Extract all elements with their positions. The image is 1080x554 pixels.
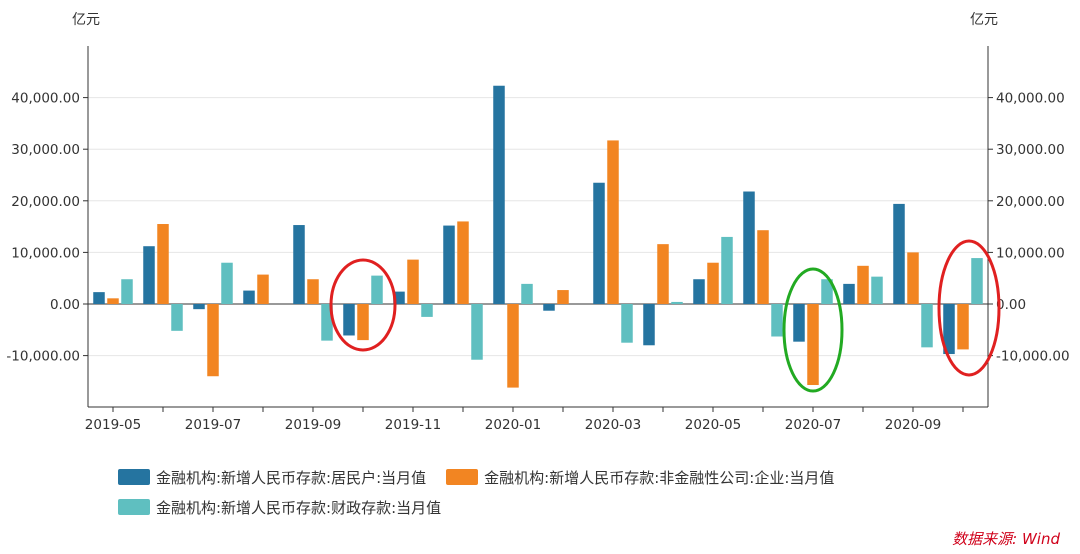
bar-chart: 40,000.00 40,000.00 30,000.00 30,000.00 20,0… [6,12,1070,433]
bar [457,221,469,304]
bar [157,224,169,304]
bar [321,304,333,341]
bar [643,304,655,346]
bar [421,304,433,317]
x-tick-label: 2019-11 [385,417,441,433]
bar [243,290,255,304]
bar [843,283,855,304]
y-tick-label-right: -10,000.00 [996,349,1070,365]
legend-swatch [446,469,479,485]
bar [743,191,755,304]
bar [671,301,683,304]
legend-label: 金融机构:新增人民币存款:非金融性公司:企业:当月值 [484,468,835,487]
annotation-ellipse [782,267,844,393]
x-tick-label: 2020-09 [885,417,941,433]
bar [171,304,183,331]
y-tick-label-right: 40,000.00 [996,91,1065,107]
y-tick-label-left: -10,000.00 [6,349,80,365]
legend-label: 金融机构:新增人民币存款:居民户:当月值 [156,468,427,487]
bar [621,304,633,343]
bar [507,304,519,388]
y-tick-label-right: 10,000.00 [996,245,1065,261]
y-tick-label-right: 0.00 [996,297,1026,313]
bar [557,290,569,304]
y-tick-label-left: 20,000.00 [11,194,80,210]
annotation-ellipse [329,258,397,352]
bar [257,274,269,304]
legend-swatch [118,469,150,485]
bar [907,252,919,304]
bar [107,298,119,304]
bar [343,304,355,336]
bar [207,304,219,377]
legend-item-households[interactable]: 金融机构:新增人民币存款:居民户:当月值 [118,467,426,488]
bar [393,291,405,304]
legend-label: 金融机构:新增人民币存款:财政存款:当月值 [156,498,442,517]
bar [221,262,233,304]
bar [657,244,669,304]
bar [821,279,833,304]
bar [193,304,205,310]
y-tick-label-left: 10,000.00 [11,245,80,261]
bar [893,203,905,304]
x-tick-label: 2019-07 [185,417,241,433]
bar [793,304,805,342]
bar [143,246,155,304]
bar [971,258,983,304]
y-tick-label-left: 40,000.00 [11,91,80,107]
legend-swatch [118,499,150,515]
bar [121,279,133,304]
y-tick-label-left: 30,000.00 [11,142,80,158]
y-tick-label-right: 30,000.00 [996,142,1065,158]
bar [521,283,533,304]
bar [771,304,783,337]
legend-item-fiscal[interactable]: 金融机构:新增人民币存款:财政存款:当月值 [118,497,441,518]
bar [921,304,933,348]
y-unit-right: 亿元 [970,12,998,28]
x-tick-label: 2020-05 [685,417,741,433]
bar [357,304,369,341]
bar [407,259,419,304]
bar [871,276,883,304]
bar [807,304,819,386]
bar [371,275,383,304]
x-tick-label: 2020-07 [785,417,841,433]
bar [607,140,619,304]
bar [493,85,505,305]
x-tick-label: 2019-09 [285,417,341,433]
bar [443,225,455,304]
bar [757,230,769,304]
y-tick-label-left: 0.00 [50,297,80,313]
x-tick-label: 2019-05 [85,417,141,433]
bar [707,262,719,304]
bar [857,265,869,304]
bar [471,304,483,360]
bar [307,279,319,304]
bar [957,304,969,350]
bar [943,304,955,355]
legend-item-enterprises[interactable]: 金融机构:新增人民币存款:非金融性公司:企业:当月值 [446,467,834,488]
y-tick-label-right: 20,000.00 [996,194,1065,210]
bar [593,182,605,304]
y-unit-left: 亿元 [72,12,100,28]
bar [93,292,105,304]
x-tick-label: 2020-03 [585,417,641,433]
source-label: 数据来源: Wind [952,530,1060,548]
bar [293,225,305,304]
bar [543,304,555,311]
bar [693,279,705,304]
annotation-ellipse [937,239,1001,377]
bar [721,236,733,304]
x-tick-label: 2020-01 [485,417,541,433]
legend: 金融机构:新增人民币存款:居民户:当月值 金融机构:新增人民币存款:非金融性公司… [118,462,1018,522]
